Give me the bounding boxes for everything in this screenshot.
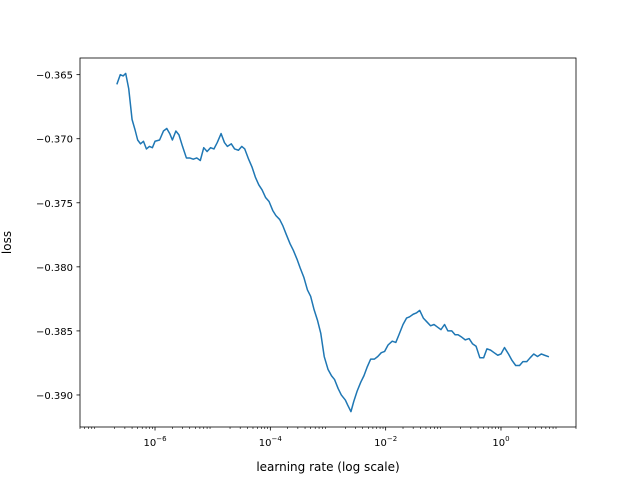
x-tick-label: 10−2: [374, 435, 397, 449]
y-tick-label: −0.365: [36, 71, 73, 82]
y-axis-ticks: −0.365 −0.370 −0.375 −0.380 −0.385 −0.390: [36, 71, 80, 402]
axes-frame: [79, 57, 577, 428]
y-tick-label: −0.390: [36, 391, 73, 402]
y-tick-label: −0.375: [36, 199, 73, 210]
x-axis-label: learning rate (log scale): [256, 460, 399, 474]
x-axis-ticks: 10−6 10−4 10−2 100: [79, 427, 577, 449]
x-tick-label: 100: [492, 435, 509, 449]
y-tick-label: −0.370: [36, 135, 73, 146]
x-tick-label: 10−4: [259, 435, 283, 449]
y-axis-label: loss: [0, 231, 14, 254]
plot-area: [116, 72, 550, 413]
x-tick-label: 10−6: [143, 435, 167, 449]
y-tick-label: −0.380: [36, 263, 73, 274]
y-tick-label: −0.385: [36, 327, 73, 338]
loss-series-line: [116, 72, 550, 413]
